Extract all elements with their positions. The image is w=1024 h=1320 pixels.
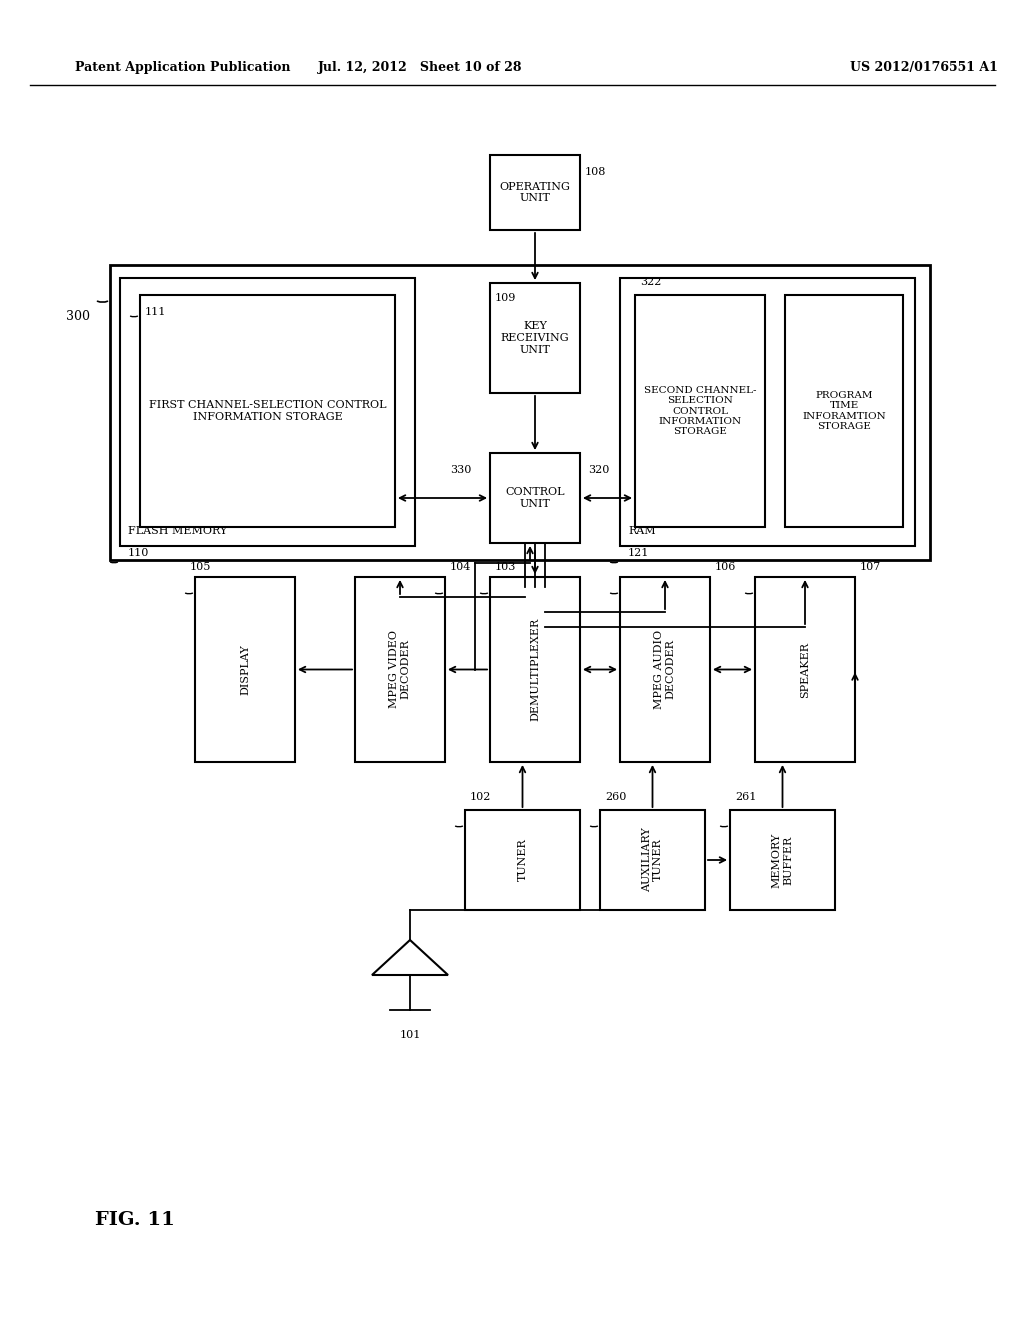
Text: 103: 103 — [495, 562, 516, 572]
Bar — [490, 282, 580, 393]
Bar — [620, 577, 710, 762]
Text: AUXILIARY
TUNER: AUXILIARY TUNER — [642, 828, 664, 892]
Bar — [620, 279, 915, 546]
Text: 109: 109 — [495, 293, 516, 304]
Text: SPEAKER: SPEAKER — [800, 642, 810, 697]
Bar — [490, 154, 580, 230]
Text: 110: 110 — [128, 548, 150, 558]
Text: TUNER: TUNER — [517, 838, 527, 882]
Bar — [490, 453, 580, 543]
Bar — [195, 577, 295, 762]
Text: 320: 320 — [588, 465, 609, 475]
Text: 107: 107 — [860, 562, 882, 572]
Bar — [355, 577, 445, 762]
Text: Patent Application Publication: Patent Application Publication — [75, 62, 291, 74]
Text: 101: 101 — [399, 1030, 421, 1040]
Text: CONTROL
UNIT: CONTROL UNIT — [505, 487, 565, 508]
Text: 121: 121 — [628, 548, 649, 558]
Text: 330: 330 — [450, 465, 471, 475]
Bar — [785, 294, 903, 527]
Text: FLASH MEMORY: FLASH MEMORY — [128, 525, 227, 536]
Text: DISPLAY: DISPLAY — [240, 644, 250, 694]
Bar — [635, 294, 765, 527]
Bar — [730, 810, 835, 909]
Text: OPERATING
UNIT: OPERATING UNIT — [500, 182, 570, 203]
Text: MPEG AUDIO
DECODER: MPEG AUDIO DECODER — [654, 630, 676, 709]
Text: Jul. 12, 2012   Sheet 10 of 28: Jul. 12, 2012 Sheet 10 of 28 — [317, 62, 522, 74]
Text: MEMORY
BUFFER: MEMORY BUFFER — [772, 833, 794, 887]
Text: SECOND CHANNEL-
SELECTION
CONTROL
INFORMATION
STORAGE: SECOND CHANNEL- SELECTION CONTROL INFORM… — [644, 385, 757, 437]
Text: 322: 322 — [640, 277, 662, 286]
Text: MPEG VIDEO
DECODER: MPEG VIDEO DECODER — [389, 631, 411, 709]
Text: 261: 261 — [735, 792, 757, 803]
Text: 108: 108 — [585, 168, 606, 177]
Bar — [600, 810, 705, 909]
Text: 106: 106 — [715, 562, 736, 572]
Bar — [110, 265, 930, 560]
Bar — [755, 577, 855, 762]
Text: US 2012/0176551 A1: US 2012/0176551 A1 — [850, 62, 997, 74]
Text: FIRST CHANNEL-SELECTION CONTROL
INFORMATION STORAGE: FIRST CHANNEL-SELECTION CONTROL INFORMAT… — [148, 400, 386, 422]
Text: 300: 300 — [66, 310, 90, 323]
Text: 105: 105 — [190, 562, 211, 572]
Text: RAM: RAM — [628, 525, 655, 536]
Text: PROGRAM
TIME
INFORAMTION
STORAGE: PROGRAM TIME INFORAMTION STORAGE — [802, 391, 886, 432]
Text: 111: 111 — [145, 308, 166, 317]
Bar — [120, 279, 415, 546]
Text: DEMULTIPLEXER: DEMULTIPLEXER — [530, 618, 540, 721]
Bar — [465, 810, 580, 909]
Bar — [490, 577, 580, 762]
Text: 260: 260 — [605, 792, 627, 803]
Text: FIG. 11: FIG. 11 — [95, 1210, 175, 1229]
Text: 102: 102 — [470, 792, 492, 803]
Text: KEY
RECEIVING
UNIT: KEY RECEIVING UNIT — [501, 321, 569, 355]
Text: 104: 104 — [450, 562, 471, 572]
Bar — [140, 294, 395, 527]
